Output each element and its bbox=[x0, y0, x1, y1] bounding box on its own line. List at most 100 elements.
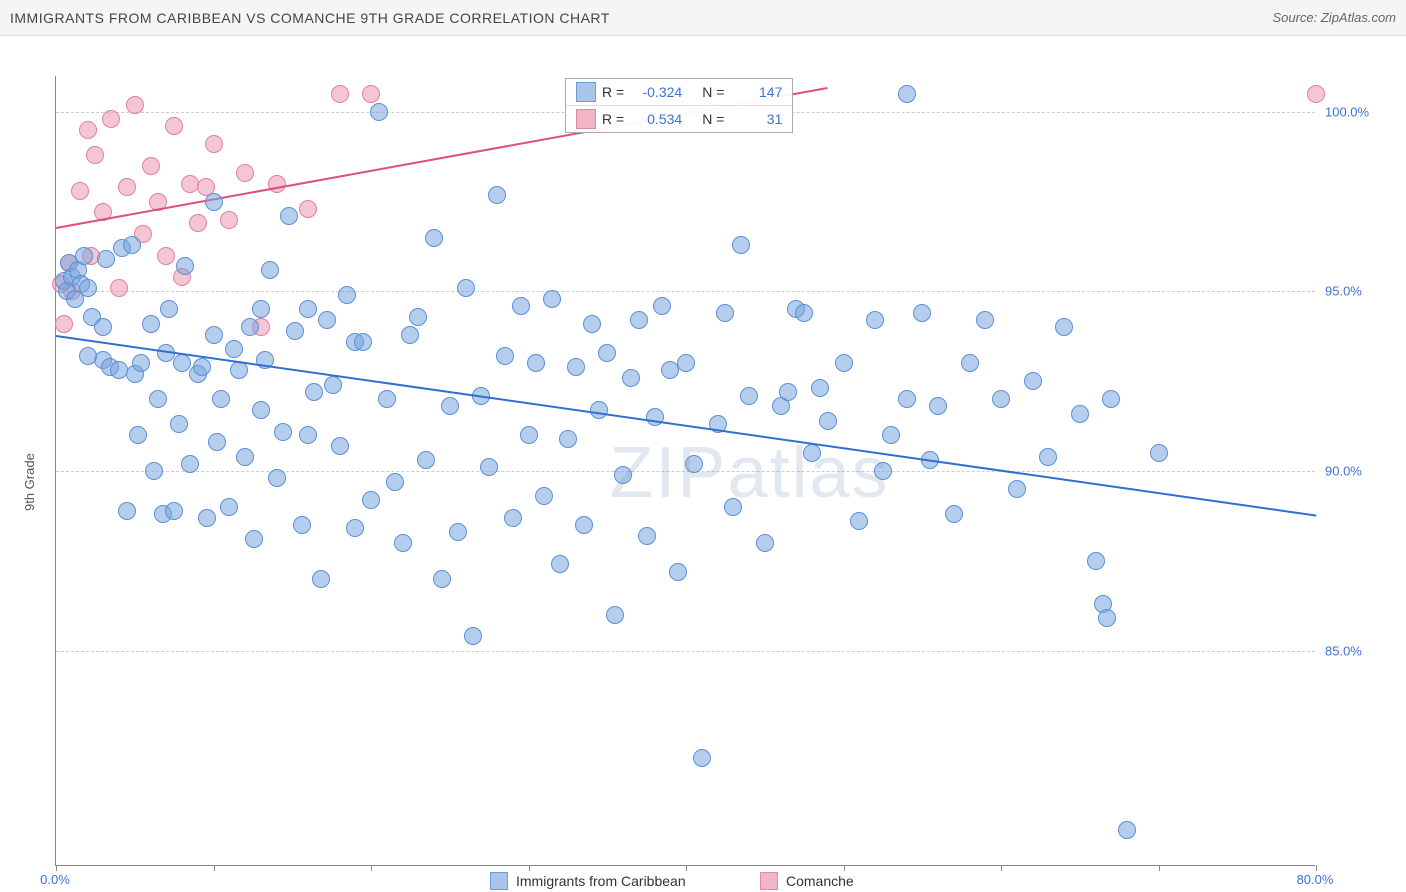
data-point-caribbean bbox=[299, 426, 317, 444]
data-point-caribbean bbox=[480, 458, 498, 476]
data-point-caribbean bbox=[280, 207, 298, 225]
data-point-caribbean bbox=[1087, 552, 1105, 570]
data-point-caribbean bbox=[874, 462, 892, 480]
swatch-caribbean bbox=[490, 872, 508, 890]
legend-row-comanche: R = 0.534 N = 31 bbox=[566, 106, 792, 132]
data-point-comanche bbox=[189, 214, 207, 232]
data-point-caribbean bbox=[401, 326, 419, 344]
x-tick bbox=[844, 865, 845, 871]
data-point-comanche bbox=[55, 315, 73, 333]
data-point-caribbean bbox=[79, 279, 97, 297]
y-tick-label: 95.0% bbox=[1325, 284, 1362, 299]
data-point-caribbean bbox=[913, 304, 931, 322]
data-point-caribbean bbox=[409, 308, 427, 326]
data-point-caribbean bbox=[819, 412, 837, 430]
data-point-caribbean bbox=[198, 509, 216, 527]
x-tick-label: 0.0% bbox=[40, 872, 70, 887]
x-tick bbox=[56, 865, 57, 871]
data-point-caribbean bbox=[1098, 609, 1116, 627]
x-tick bbox=[214, 865, 215, 871]
data-point-caribbean bbox=[795, 304, 813, 322]
data-point-caribbean bbox=[425, 229, 443, 247]
data-point-caribbean bbox=[551, 555, 569, 573]
data-point-caribbean bbox=[590, 401, 608, 419]
gridline bbox=[56, 471, 1315, 472]
x-tick bbox=[1316, 865, 1317, 871]
data-point-caribbean bbox=[299, 300, 317, 318]
data-point-caribbean bbox=[324, 376, 342, 394]
data-point-caribbean bbox=[535, 487, 553, 505]
x-tick bbox=[1001, 865, 1002, 871]
data-point-caribbean bbox=[205, 193, 223, 211]
data-point-caribbean bbox=[685, 455, 703, 473]
y-axis-label: 9th Grade bbox=[22, 453, 37, 511]
data-point-comanche bbox=[1307, 85, 1325, 103]
x-tick bbox=[371, 865, 372, 871]
data-point-caribbean bbox=[165, 502, 183, 520]
data-point-caribbean bbox=[850, 512, 868, 530]
data-point-caribbean bbox=[559, 430, 577, 448]
data-point-caribbean bbox=[835, 354, 853, 372]
data-point-caribbean bbox=[756, 534, 774, 552]
data-point-caribbean bbox=[312, 570, 330, 588]
data-point-caribbean bbox=[1024, 372, 1042, 390]
data-point-caribbean bbox=[464, 627, 482, 645]
plot-area bbox=[55, 76, 1315, 866]
data-point-caribbean bbox=[598, 344, 616, 362]
data-point-comanche bbox=[299, 200, 317, 218]
data-point-caribbean bbox=[261, 261, 279, 279]
data-point-caribbean bbox=[338, 286, 356, 304]
data-point-caribbean bbox=[583, 315, 601, 333]
data-point-caribbean bbox=[1102, 390, 1120, 408]
data-point-caribbean bbox=[449, 523, 467, 541]
data-point-comanche bbox=[118, 178, 136, 196]
n-value-caribbean: 147 bbox=[730, 84, 782, 100]
data-point-caribbean bbox=[245, 530, 263, 548]
data-point-caribbean bbox=[268, 469, 286, 487]
data-point-caribbean bbox=[488, 186, 506, 204]
data-point-caribbean bbox=[732, 236, 750, 254]
data-point-comanche bbox=[205, 135, 223, 153]
data-point-comanche bbox=[71, 182, 89, 200]
x-tick bbox=[529, 865, 530, 871]
data-point-caribbean bbox=[803, 444, 821, 462]
data-point-comanche bbox=[79, 121, 97, 139]
data-point-caribbean bbox=[512, 297, 530, 315]
data-point-caribbean bbox=[1150, 444, 1168, 462]
data-point-caribbean bbox=[252, 300, 270, 318]
swatch-comanche bbox=[576, 109, 596, 129]
data-point-caribbean bbox=[79, 347, 97, 365]
data-point-caribbean bbox=[646, 408, 664, 426]
swatch-comanche bbox=[760, 872, 778, 890]
chart-title: IMMIGRANTS FROM CARIBBEAN VS COMANCHE 9T… bbox=[10, 10, 610, 26]
data-point-caribbean bbox=[331, 437, 349, 455]
title-bar: IMMIGRANTS FROM CARIBBEAN VS COMANCHE 9T… bbox=[0, 0, 1406, 36]
data-point-caribbean bbox=[929, 397, 947, 415]
data-point-caribbean bbox=[129, 426, 147, 444]
plot-wrap: 9th Grade R = -0.324 N = 147 R = 0.534 N… bbox=[0, 36, 1406, 892]
y-tick-label: 100.0% bbox=[1325, 104, 1369, 119]
data-point-comanche bbox=[86, 146, 104, 164]
data-point-caribbean bbox=[1118, 821, 1136, 839]
data-point-caribbean bbox=[176, 257, 194, 275]
data-point-comanche bbox=[362, 85, 380, 103]
data-point-caribbean bbox=[417, 451, 435, 469]
data-point-caribbean bbox=[740, 387, 758, 405]
data-point-caribbean bbox=[520, 426, 538, 444]
data-point-caribbean bbox=[142, 315, 160, 333]
data-point-caribbean bbox=[386, 473, 404, 491]
n-label: N = bbox=[702, 111, 724, 127]
data-point-comanche bbox=[126, 96, 144, 114]
data-point-caribbean bbox=[241, 318, 259, 336]
legend-row-caribbean: R = -0.324 N = 147 bbox=[566, 79, 792, 106]
legend-item-comanche: Comanche bbox=[760, 872, 854, 890]
data-point-caribbean bbox=[992, 390, 1010, 408]
data-point-caribbean bbox=[205, 326, 223, 344]
data-point-caribbean bbox=[293, 516, 311, 534]
data-point-caribbean bbox=[394, 534, 412, 552]
data-point-comanche bbox=[102, 110, 120, 128]
data-point-caribbean bbox=[318, 311, 336, 329]
swatch-caribbean bbox=[576, 82, 596, 102]
data-point-caribbean bbox=[236, 448, 254, 466]
data-point-caribbean bbox=[305, 383, 323, 401]
